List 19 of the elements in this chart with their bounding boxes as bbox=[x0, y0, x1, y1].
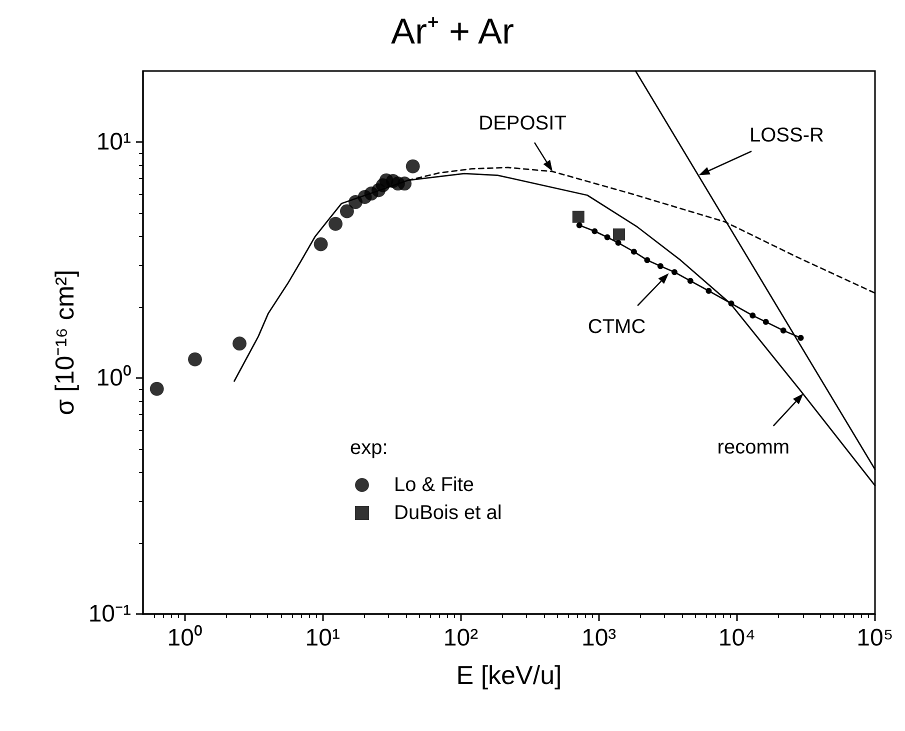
chart-title: Ar⁺ + Ar bbox=[390, 10, 514, 52]
y-tick-label: 10¹ bbox=[96, 128, 132, 156]
annotation: LOSS-R bbox=[749, 124, 824, 146]
x-tick-label: 10⁵ bbox=[856, 624, 894, 652]
x-tick-label: 10¹ bbox=[305, 624, 340, 652]
y-tick-label: 10⁰ bbox=[96, 364, 131, 392]
legend-label: DuBois et al bbox=[394, 502, 502, 524]
x-tick-label: 10⁰ bbox=[167, 624, 202, 652]
legend-title: exp: bbox=[350, 437, 388, 459]
legend-label: Lo & Fite bbox=[394, 474, 474, 496]
x-tick-label: 10³ bbox=[581, 624, 616, 652]
x-axis-title: E [keV/u] bbox=[456, 660, 562, 690]
y-tick-label: 10⁻¹ bbox=[88, 600, 132, 628]
annotation: recomm bbox=[717, 436, 790, 458]
y-axis-title: σ [10⁻¹⁶ cm²] bbox=[49, 270, 80, 416]
annotation: CTMC bbox=[588, 316, 646, 338]
x-tick-label: 10⁴ bbox=[718, 624, 756, 652]
x-tick-label: 10² bbox=[443, 624, 478, 652]
annotation: DEPOSIT bbox=[478, 112, 566, 134]
